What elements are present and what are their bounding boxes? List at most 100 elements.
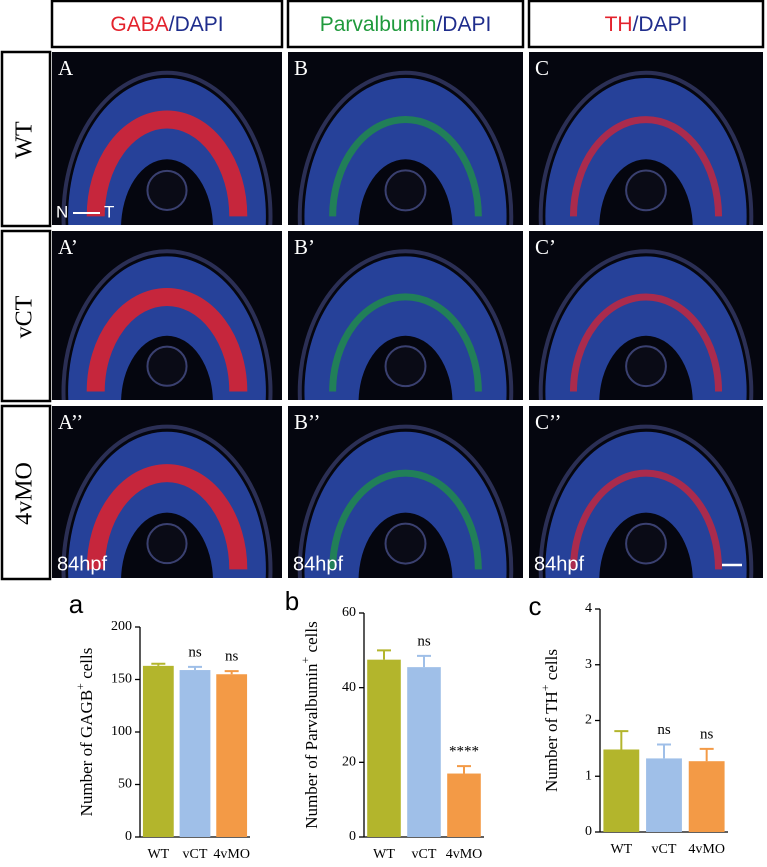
lens (625, 169, 667, 212)
column-header: Parvalbumin/DAPI (320, 13, 492, 36)
y-tick-label: 100 (111, 724, 132, 739)
y-axis-label-sup: + (73, 683, 87, 690)
stage-label: 84hpf (534, 553, 584, 575)
y-axis-label-sup: + (538, 684, 552, 691)
retina (304, 256, 507, 400)
bar (603, 749, 640, 832)
error-bar (614, 730, 629, 750)
stain-layer (329, 293, 482, 392)
y-tick-label: 0 (125, 829, 132, 844)
micrograph (52, 52, 282, 225)
error-bar (188, 665, 202, 671)
orientation-label: T (104, 202, 114, 221)
y-tick-label: 40 (342, 680, 356, 695)
x-tick-label: vCT (183, 847, 208, 862)
stain-layer (329, 469, 482, 570)
retina-outer (538, 249, 754, 400)
retina-outer (61, 424, 273, 578)
error-bar (457, 765, 471, 774)
row-label: 4vMO (12, 462, 38, 525)
stain-layer (569, 115, 723, 217)
panel-label: C’’ (535, 410, 561, 434)
bar (407, 667, 441, 837)
header-part: /DAPI (633, 13, 688, 36)
retina-outer (297, 70, 514, 225)
panel-label: B’’ (294, 410, 320, 434)
y-tick-label: 3 (585, 657, 592, 672)
retina-outer (297, 249, 514, 400)
micrograph (288, 52, 523, 225)
header-part: Parvalbumin (320, 13, 437, 36)
lens (625, 522, 667, 565)
lens (384, 345, 427, 388)
stage-label: 84hpf (293, 553, 343, 575)
x-tick-label: WT (610, 842, 632, 857)
retina (68, 256, 266, 400)
y-tick-label: 50 (118, 777, 132, 792)
significance-label: ns (657, 722, 671, 738)
bar (688, 761, 725, 832)
x-tick-label: 4vMO (688, 842, 725, 857)
error-bar (151, 662, 166, 666)
row-label-box (0, 50, 52, 228)
y-axis-label: Number of Parvalbumin+ cells (298, 621, 321, 828)
column-header: TH/DAPI (605, 13, 688, 36)
retina (68, 431, 266, 578)
stain-layer (86, 464, 248, 570)
y-tick-label: 0 (585, 824, 592, 839)
retina-outer (61, 70, 273, 225)
retina (545, 77, 747, 225)
orientation-label: N (56, 202, 68, 221)
stain-layer (569, 293, 723, 392)
stain-layer (86, 287, 248, 392)
significance-label: ns (225, 649, 239, 665)
row-label: WT (12, 121, 38, 159)
y-tick-label: 2 (585, 713, 592, 728)
row-label-box (0, 404, 52, 581)
y-axis-label-text: Number of Parvalbumin (302, 663, 321, 829)
lens (146, 169, 188, 211)
row-label-box (0, 229, 52, 403)
x-tick-label: 4vMO (446, 847, 483, 862)
column-header: GABA/DAPI (110, 13, 223, 36)
error-bar (417, 654, 431, 668)
significance-label: ns (700, 726, 714, 742)
y-tick-label: 1 (585, 768, 592, 783)
retina-outer (297, 424, 514, 578)
panel-label: B (294, 56, 308, 80)
retina-outer (61, 249, 273, 400)
y-axis-label: Number of GAGB+ cells (73, 648, 96, 817)
lens (146, 345, 188, 387)
bar (142, 665, 174, 837)
bar (646, 758, 682, 832)
header-part: /DAPI (169, 13, 224, 36)
y-tick-label: 0 (349, 829, 356, 844)
retina (304, 77, 507, 225)
micrograph (529, 406, 763, 578)
panel-label: A’ (58, 235, 78, 259)
stain-layer (569, 469, 723, 570)
stain-layer (329, 115, 482, 217)
significance-label: **** (449, 744, 479, 760)
x-tick-label: WT (147, 847, 169, 862)
panel-label: C (535, 56, 549, 80)
retina (545, 256, 747, 400)
y-axis-label-text: Number of TH (542, 691, 561, 792)
y-axis-label: Number of TH+ cells (538, 649, 561, 792)
x-tick-label: 4vMO (213, 847, 250, 862)
stain-layer (86, 110, 248, 217)
header-box (50, 0, 284, 49)
micrograph (288, 406, 523, 578)
panel-label: C’ (535, 235, 556, 259)
panel-label: A (58, 56, 74, 80)
header-part: /DAPI (436, 13, 491, 36)
panel-label: A’’ (58, 410, 83, 434)
y-tick-label: 200 (111, 619, 132, 634)
stage-label: 84hpf (57, 553, 107, 575)
error-bar (377, 649, 391, 660)
y-tick-label: 4 (585, 601, 592, 616)
micrograph (52, 231, 282, 400)
retina (68, 77, 266, 225)
significance-label: ns (188, 644, 202, 660)
